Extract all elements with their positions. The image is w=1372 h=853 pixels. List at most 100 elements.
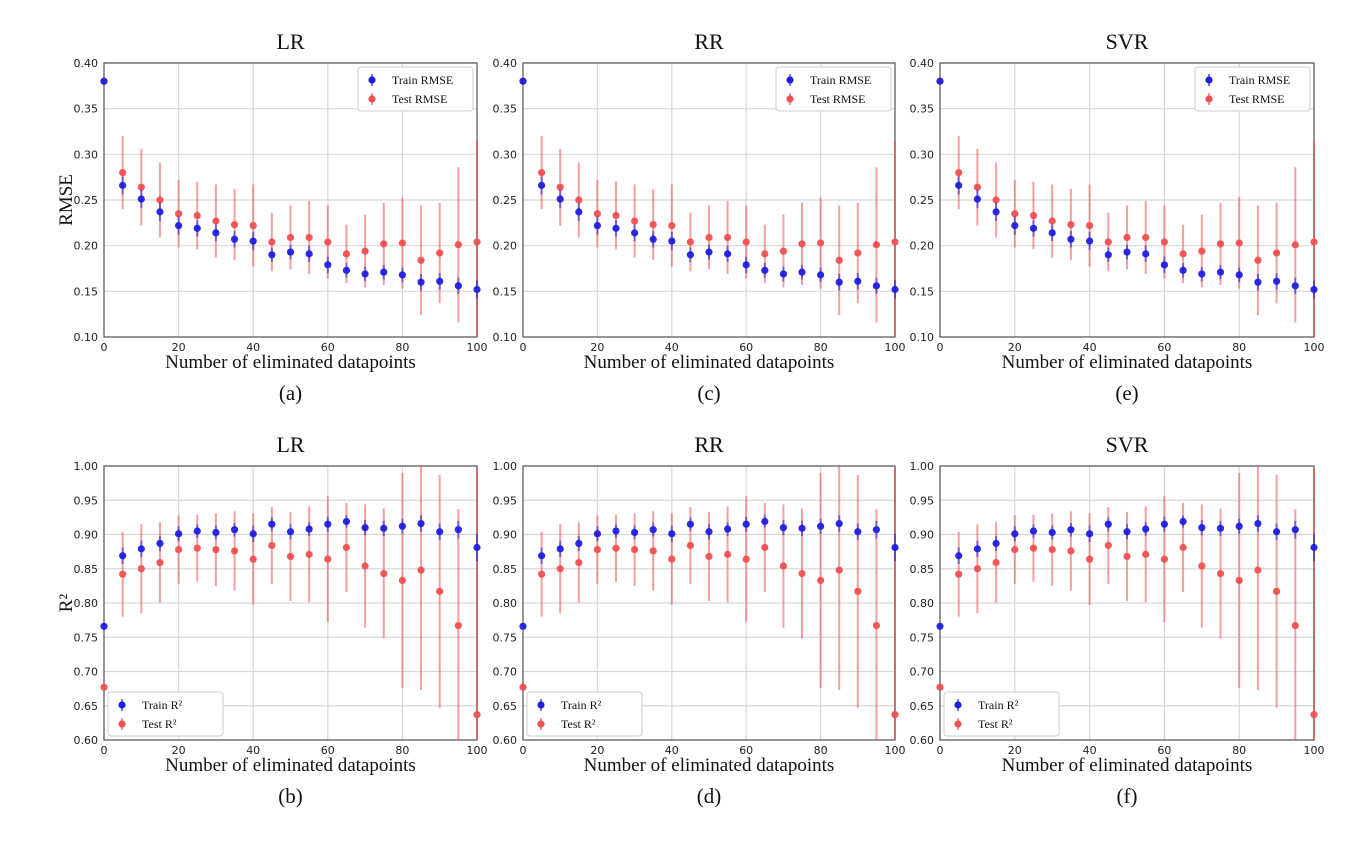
- x-tick-label: 60: [1157, 744, 1171, 757]
- data-layer: [936, 77, 1318, 337]
- data-point: [936, 622, 944, 630]
- panel-label: (e): [1115, 381, 1138, 405]
- data-point: [324, 520, 332, 528]
- x-tick-label: 60: [739, 744, 753, 757]
- data-point: [631, 217, 639, 225]
- data-point: [398, 271, 406, 279]
- data-point: [286, 552, 295, 561]
- data-point: [705, 233, 713, 242]
- data-point: [342, 250, 351, 258]
- legend-marker: [537, 720, 545, 728]
- data-point: [342, 266, 351, 274]
- data-point: [1029, 527, 1038, 535]
- data-point: [854, 249, 862, 257]
- chart-title: LR: [276, 432, 304, 457]
- x-tick-label: 20: [172, 341, 186, 354]
- series-test-rmse: [519, 77, 899, 337]
- data-point: [268, 238, 276, 246]
- legend-box: [775, 66, 892, 112]
- legend-marker: [368, 76, 376, 84]
- data-point: [742, 261, 750, 269]
- data-point: [1086, 221, 1094, 230]
- data-point: [1235, 522, 1243, 530]
- data-point: [1235, 576, 1243, 584]
- y-tick-label: 0.65: [74, 700, 99, 713]
- data-point: [100, 683, 108, 691]
- data-point: [454, 526, 462, 534]
- y-tick-label: 1.00: [910, 460, 935, 473]
- x-tick-label: 80: [1232, 744, 1246, 757]
- legend-box: [357, 66, 474, 112]
- series-train-rmse: [519, 77, 899, 299]
- data-point: [538, 169, 546, 177]
- data-point: [631, 528, 639, 537]
- y-tick-label: 0.35: [910, 103, 935, 116]
- data-point: [361, 562, 369, 570]
- data-point: [891, 711, 899, 719]
- y-tick-label: 0.40: [74, 57, 99, 70]
- data-point: [872, 241, 881, 249]
- x-tick-label: 20: [1008, 341, 1022, 354]
- chart-title: SVR: [1106, 29, 1149, 54]
- data-point: [835, 256, 843, 264]
- data-point: [936, 683, 944, 691]
- y-tick-label: 0.30: [74, 148, 99, 161]
- data-point: [1067, 221, 1075, 229]
- x-tick-label: 0: [937, 744, 944, 757]
- data-point: [1310, 238, 1318, 246]
- data-point: [1067, 235, 1075, 243]
- data-point: [286, 248, 295, 256]
- data-point: [575, 558, 583, 567]
- data-point: [1160, 238, 1168, 246]
- data-point: [1104, 541, 1112, 550]
- data-point: [854, 277, 862, 285]
- data-point: [668, 221, 676, 230]
- data-point: [649, 547, 657, 555]
- x-tick-label: 100: [467, 744, 488, 757]
- data-point: [1104, 520, 1112, 528]
- data-point: [936, 77, 944, 85]
- data-point: [891, 285, 899, 294]
- legend-marker: [118, 720, 126, 728]
- legend-marker: [368, 95, 376, 103]
- legend-label: Test RMSE: [810, 92, 866, 106]
- data-point: [156, 196, 164, 204]
- y-tick-label: 0.65: [493, 700, 518, 713]
- y-tick-label: 0.90: [493, 529, 518, 542]
- x-tick-label: 40: [665, 744, 679, 757]
- series-test-r-: [936, 466, 1318, 740]
- legend: Train R² Test R²: [107, 691, 224, 737]
- data-point: [473, 711, 481, 719]
- y-tick-label: 0.20: [74, 240, 99, 253]
- data-point: [1160, 261, 1168, 269]
- data-point: [538, 181, 546, 189]
- y-tick-label: 0.10: [493, 331, 518, 344]
- data-point: [668, 237, 676, 245]
- legend-marker: [1205, 95, 1213, 103]
- x-tick-label: 80: [395, 744, 409, 757]
- data-point: [1123, 552, 1131, 561]
- data-point: [575, 196, 583, 204]
- data-point: [705, 552, 713, 561]
- data-point: [779, 247, 788, 255]
- data-point: [380, 240, 388, 248]
- legend: Train R² Test R²: [943, 691, 1060, 737]
- legend-label: Test R²: [978, 717, 1013, 731]
- data-point: [249, 237, 257, 245]
- chart-title: LR: [276, 29, 304, 54]
- data-layer: [100, 466, 481, 740]
- data-point: [1142, 550, 1150, 558]
- y-tick-label: 0.15: [74, 285, 99, 298]
- y-axis-label: R²: [56, 594, 77, 613]
- data-point: [119, 169, 127, 177]
- data-point: [612, 544, 620, 552]
- data-point: [686, 541, 695, 550]
- data-point: [872, 282, 881, 290]
- data-point: [1048, 528, 1056, 537]
- data-point: [779, 270, 788, 278]
- data-point: [1291, 241, 1299, 249]
- y-tick-label: 0.20: [493, 240, 518, 253]
- data-point: [137, 183, 145, 191]
- y-tick-label: 0.35: [493, 103, 518, 116]
- data-point: [212, 545, 220, 554]
